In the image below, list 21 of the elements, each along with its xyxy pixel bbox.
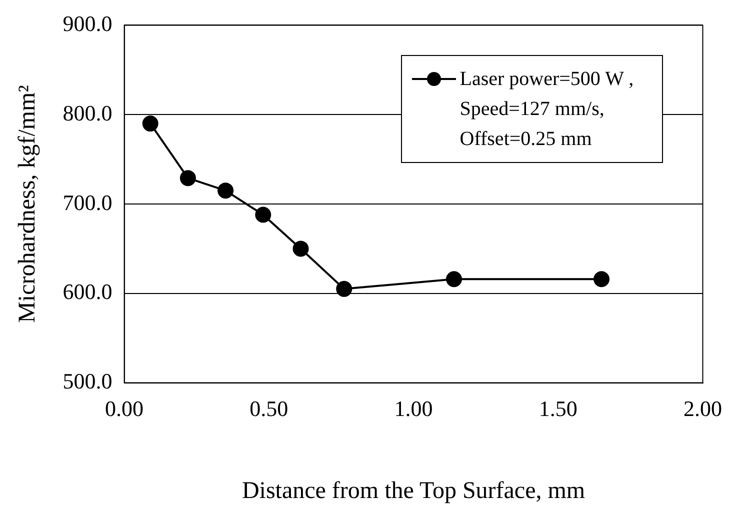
- x-tick-label: 2.00: [684, 396, 722, 421]
- point: [180, 170, 196, 186]
- x-tick-label: 0.50: [250, 396, 288, 421]
- y-tick-label: 600.0: [62, 279, 112, 304]
- x-axis-title: Distance from the Top Surface, mm: [242, 478, 586, 504]
- point: [446, 271, 462, 288]
- point: [255, 206, 272, 223]
- point: [594, 271, 610, 288]
- point: [336, 280, 352, 297]
- x-tick-label: 0.00: [105, 396, 144, 421]
- y-tick-label: 800.0: [62, 100, 112, 126]
- legend-label: Laser power=500 W , Speed=127 mm/s, Offset=0.25 mm: [460, 67, 635, 152]
- y-tick-label: 500.0: [62, 368, 112, 394]
- point: [292, 240, 309, 257]
- x-tick-label: 1.00: [394, 396, 433, 421]
- y-tick-label: 900.0: [62, 10, 112, 36]
- point: [218, 182, 234, 199]
- x-tick-label: 1.50: [538, 396, 578, 421]
- y-tick-label: 700.0: [62, 190, 112, 215]
- y-axis-title: Microhardness, kgf/mm²: [14, 85, 41, 323]
- point: [142, 116, 158, 132]
